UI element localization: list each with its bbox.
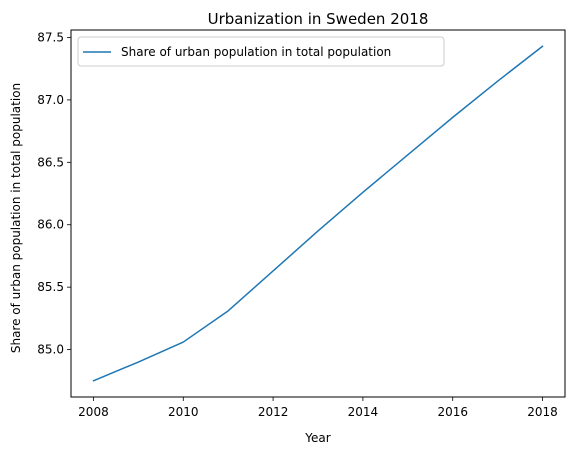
y-tick-label: 86.5 [37,155,64,169]
y-tick-label: 87.5 [37,30,64,44]
y-axis-label: Share of urban population in total popul… [9,83,23,353]
legend-box [77,36,445,67]
plot-area: 2008 2010 2012 2014 2016 2018 85.0 85.5 86.0 86.… [37,29,566,419]
y-axis-ticks: 85.0 85.5 86.0 86.5 87.0 87.5 [37,30,71,357]
series-line-0 [92,45,544,382]
plot-frame [70,29,566,398]
x-tick-label: 2008 [78,405,109,419]
x-tick-label: 2010 [168,405,199,419]
chart-title: Urbanization in Sweden 2018 [208,10,429,28]
x-axis-ticks: 2008 2010 2012 2014 2016 2018 [78,397,558,419]
legend: Share of urban population in total popul… [77,36,445,67]
y-tick-label: 85.5 [37,280,64,294]
y-tick-label: 85.0 [37,343,64,357]
x-tick-label: 2012 [258,405,289,419]
y-tick-label: 86.0 [37,218,64,232]
x-tick-label: 2014 [348,405,379,419]
x-tick-label: 2018 [527,405,558,419]
series-layer [92,45,544,382]
x-axis-label: Year [304,431,330,445]
x-tick-label: 2016 [437,405,468,419]
legend-label-series-0: Share of urban population in total popul… [121,45,391,59]
y-tick-label: 87.0 [37,93,64,107]
